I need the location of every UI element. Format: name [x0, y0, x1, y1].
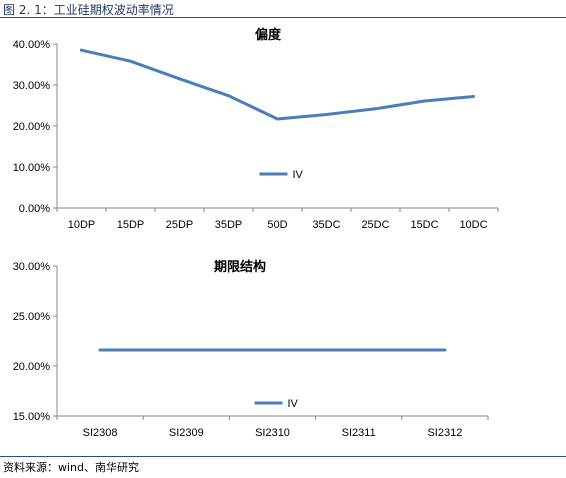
- data-point: [98, 348, 102, 352]
- data-point: [129, 59, 132, 63]
- figure-title: 图 2. 1：工业硅期权波动率情况: [3, 3, 174, 17]
- term-structure-chart: 期限结构 15.00% 20.00% 25.00% 30.00% SI2308 SI2309…: [13, 259, 489, 439]
- legend-label: IV: [293, 169, 304, 181]
- y-tick-label: 20.00%: [13, 121, 51, 133]
- x-tick-label: SI2311: [342, 427, 376, 439]
- chart-title: 期限结构: [214, 259, 266, 275]
- data-point: [374, 107, 377, 111]
- x-tick-label: 10DC: [459, 219, 487, 231]
- data-point: [80, 48, 83, 52]
- series-line-iv: [80, 48, 475, 121]
- y-tick-label: 30.00%: [13, 261, 51, 273]
- figure-header: 图 2. 1：工业硅期权波动率情况: [0, 0, 566, 18]
- source-note: 资料来源：wind、南华研究: [3, 461, 140, 474]
- data-point: [357, 348, 361, 352]
- y-tick-label: 10.00%: [13, 162, 51, 174]
- y-tick-label: 20.00%: [13, 361, 51, 373]
- skew-chart: 偏度 0.00% 10.00% 20.00% 30.00% 40.00% 10DP 15DP 2…: [13, 27, 499, 231]
- x-tick-label: 50D: [267, 219, 287, 231]
- x-tick-label: SI2310: [255, 427, 290, 439]
- data-point: [227, 94, 230, 98]
- x-tick-label: 35DP: [215, 219, 243, 231]
- data-point: [184, 348, 188, 352]
- x-tick-label: 25DC: [361, 219, 389, 231]
- x-tick-label: 10DP: [68, 219, 96, 231]
- data-point: [276, 117, 279, 121]
- data-point: [423, 99, 426, 103]
- x-tick-label: SI2312: [427, 427, 462, 439]
- x-tick-label: SI2309: [169, 427, 204, 439]
- x-tick-label: SI2308: [83, 427, 118, 439]
- y-tick-label: 40.00%: [13, 39, 51, 51]
- x-tick-label: 25DP: [166, 219, 194, 231]
- legend-label: IV: [288, 398, 299, 410]
- data-point: [178, 77, 181, 81]
- data-point: [472, 94, 475, 98]
- chart-title: 偏度: [255, 27, 282, 43]
- y-tick-label: 25.00%: [13, 311, 51, 323]
- y-tick-label: 15.00%: [13, 411, 51, 423]
- y-tick-label: 30.00%: [13, 80, 51, 92]
- x-tick-label: 15DP: [117, 219, 145, 231]
- x-tick-label: 15DC: [410, 219, 438, 231]
- header-rule: [0, 17, 566, 18]
- data-point: [443, 348, 447, 352]
- data-point: [325, 113, 328, 117]
- footer-rule: [0, 456, 566, 457]
- x-tick-label: 35DC: [312, 219, 340, 231]
- data-point: [271, 348, 274, 352]
- y-tick-label: 0.00%: [19, 203, 50, 215]
